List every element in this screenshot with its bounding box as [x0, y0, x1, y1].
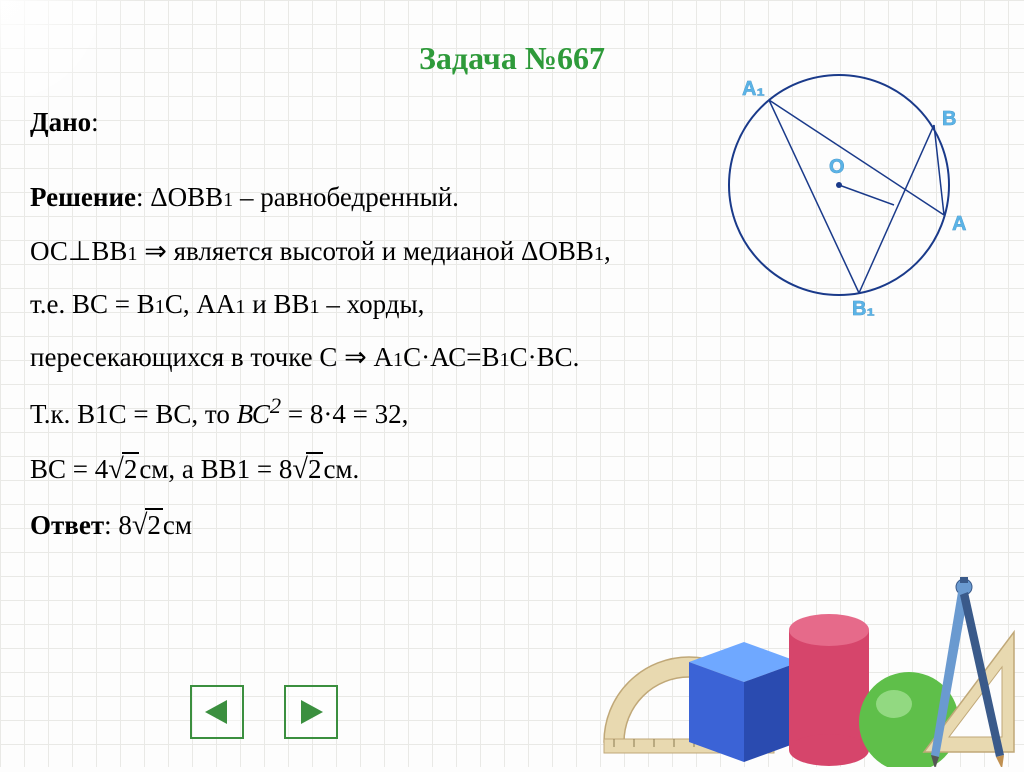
spacer [30, 150, 730, 170]
solution-line-1: Решение: ΔОВВ1 – равнобедренный. [30, 172, 730, 223]
given-line: Дано: [30, 97, 730, 148]
given-label: Дано [30, 107, 91, 137]
cube-icon [689, 642, 799, 762]
label-b1: В₁ [852, 298, 875, 320]
nav-buttons [190, 685, 338, 739]
answer-label: Ответ [30, 510, 104, 540]
problem-body: Дано: Решение: ΔОВВ1 – равнобедренный. О… [30, 97, 730, 552]
label-b: В [942, 108, 956, 130]
solution-line-3: т.е. ВС = В1С, АА1 и ВВ1 – хорды, [30, 279, 730, 330]
solution-line-6: ВС = 42см, а ВВ1 = 82см. [30, 443, 730, 497]
triangle-right-icon [296, 697, 326, 727]
decor-illustration [594, 517, 1024, 767]
label-o: О [829, 156, 845, 178]
solution-line-5: Т.к. В1С = ВС, то ВС2 = 8·4 = 32, [30, 385, 730, 440]
chord-b-b1 [859, 125, 934, 293]
solution-line-4: пересекающихся в точке С ⇒ А1С·АС=В1С·ВС… [30, 332, 730, 383]
line-o-c [839, 185, 894, 205]
cylinder-icon [789, 614, 869, 766]
solution-line-2: ОС⊥ВВ1 ⇒ является высотой и медианой ΔОВ… [30, 226, 730, 277]
triangle-left-icon [202, 697, 232, 727]
label-a1: А₁ [742, 78, 765, 100]
prev-button[interactable] [190, 685, 244, 739]
circle-diagram: А₁ В О А В₁ [694, 55, 974, 335]
solution-label: Решение [30, 182, 136, 212]
next-button[interactable] [284, 685, 338, 739]
label-a: А [952, 213, 966, 235]
